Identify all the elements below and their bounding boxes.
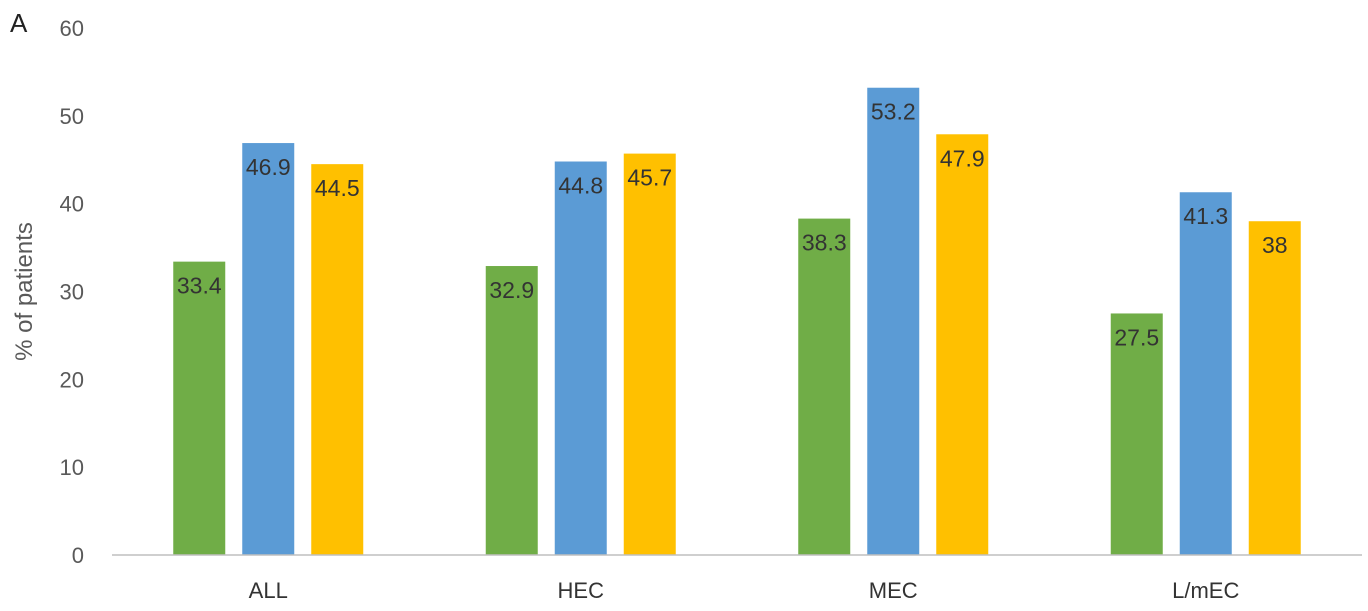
bar bbox=[173, 261, 226, 555]
bar bbox=[1248, 221, 1301, 555]
x-category-label: ALL bbox=[249, 578, 288, 603]
x-category-label: L/mEC bbox=[1172, 578, 1239, 603]
data-label: 41.3 bbox=[1183, 203, 1228, 229]
y-tick-label: 60 bbox=[60, 16, 84, 41]
x-axis-categories: ALL HEC MEC L/mEC bbox=[249, 578, 1240, 603]
y-tick-label: 20 bbox=[60, 367, 84, 392]
bar bbox=[936, 134, 989, 556]
data-label: 46.9 bbox=[246, 154, 291, 180]
data-label: 32.9 bbox=[489, 277, 534, 303]
data-label: 38.3 bbox=[802, 230, 847, 256]
y-tick-label: 40 bbox=[60, 192, 84, 217]
data-label: 47.9 bbox=[940, 145, 985, 171]
bar bbox=[242, 143, 295, 556]
panel-label: A bbox=[10, 8, 28, 38]
y-axis-title: % of patients bbox=[11, 222, 38, 361]
y-tick-label: 30 bbox=[60, 280, 84, 305]
data-label: 38 bbox=[1262, 232, 1288, 258]
data-label: 44.5 bbox=[315, 175, 360, 201]
y-tick-label: 0 bbox=[72, 543, 84, 568]
bar bbox=[798, 218, 851, 555]
bars bbox=[173, 87, 1301, 556]
data-label: 27.5 bbox=[1114, 324, 1159, 350]
data-label: 45.7 bbox=[627, 165, 672, 191]
data-label: 33.4 bbox=[177, 273, 222, 299]
y-axis-ticks: 0 10 20 30 40 50 60 bbox=[60, 16, 84, 568]
data-label: 44.8 bbox=[558, 173, 603, 199]
bar bbox=[485, 266, 538, 555]
bar bbox=[1110, 313, 1163, 555]
y-tick-label: 10 bbox=[60, 455, 84, 480]
y-tick-label: 50 bbox=[60, 104, 84, 129]
bar bbox=[1179, 192, 1232, 555]
bar bbox=[867, 87, 920, 555]
data-labels: 33.4 46.9 44.5 32.9 44.8 45.7 38.3 53.2 47.9 27.5… bbox=[177, 99, 1288, 351]
bar bbox=[311, 164, 364, 555]
data-label: 53.2 bbox=[871, 99, 916, 125]
x-category-label: HEC bbox=[558, 578, 605, 603]
x-category-label: MEC bbox=[869, 578, 918, 603]
bar bbox=[623, 153, 676, 555]
bar bbox=[554, 161, 607, 556]
